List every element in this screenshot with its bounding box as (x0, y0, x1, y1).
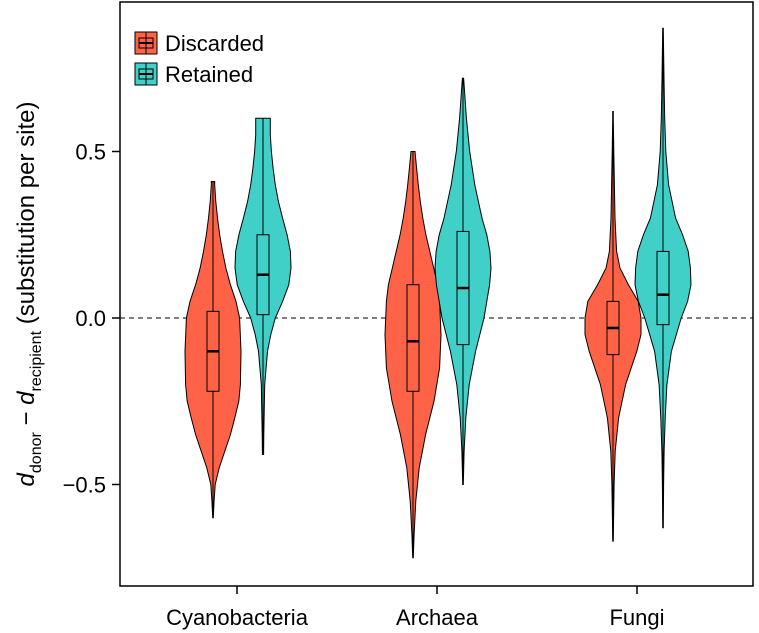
violin-group-discarded-fungi (584, 111, 642, 542)
x-axis: Cyanobacteria Archaea Fungi (166, 586, 665, 630)
x-tick-label-cyanobacteria: Cyanobacteria (166, 605, 309, 630)
violin-group-discarded-cyanobacteria (184, 181, 242, 519)
y-axis-label: ddonor − drecipient (substitution per si… (13, 102, 45, 487)
violin-group-retained-fungi (634, 27, 692, 529)
y-tick-label-0.0: 0.0 (75, 306, 106, 331)
violins (184, 27, 692, 559)
box-discarded-archaea (406, 284, 420, 392)
legend-item-discarded: Discarded (134, 31, 264, 56)
legend-item-retained: Retained (134, 62, 253, 87)
violin-group-discarded-archaea (384, 151, 442, 559)
x-tick-label-fungi: Fungi (609, 605, 664, 630)
legend: Discarded Retained (134, 31, 264, 87)
violin-group-retained-archaea (434, 77, 492, 485)
legend-label-discarded: Discarded (165, 31, 264, 56)
legend-label-retained: Retained (165, 62, 253, 87)
y-tick-label-0.5: 0.5 (75, 140, 106, 165)
violin-group-retained-cyanobacteria (234, 117, 292, 455)
y-tick-label-neg0.5: −0.5 (63, 473, 106, 498)
box-retained-fungi (656, 250, 670, 326)
y-axis: −0.5 0.0 0.5 (63, 140, 120, 498)
x-tick-label-archaea: Archaea (396, 605, 479, 630)
